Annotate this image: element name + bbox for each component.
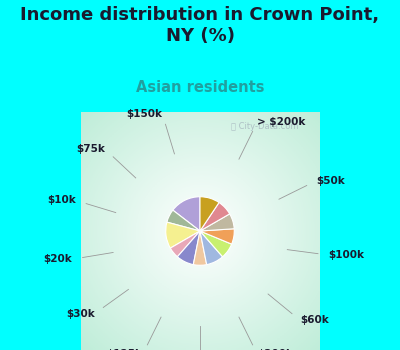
Wedge shape [200, 231, 222, 265]
Wedge shape [200, 231, 232, 257]
Text: $10k: $10k [47, 196, 76, 205]
Text: $60k: $60k [300, 315, 329, 326]
Wedge shape [200, 203, 230, 231]
Text: Income distribution in Crown Point,
NY (%): Income distribution in Crown Point, NY (… [20, 6, 380, 45]
Text: $200k: $200k [257, 349, 293, 350]
Text: $20k: $20k [43, 254, 72, 264]
Wedge shape [170, 231, 200, 257]
Text: $150k: $150k [126, 109, 162, 119]
Text: $75k: $75k [76, 145, 105, 154]
Text: $30k: $30k [66, 309, 94, 319]
Text: ⓘ City-Data.com: ⓘ City-Data.com [231, 121, 298, 131]
Text: > $200k: > $200k [257, 117, 306, 127]
Wedge shape [200, 197, 219, 231]
Wedge shape [167, 210, 200, 231]
Wedge shape [200, 229, 234, 244]
Text: $50k: $50k [316, 176, 345, 186]
Wedge shape [178, 231, 200, 265]
Wedge shape [200, 214, 234, 231]
Text: $125k: $125k [107, 349, 143, 350]
Wedge shape [166, 222, 200, 248]
Text: $100k: $100k [329, 250, 365, 260]
Text: Asian residents: Asian residents [136, 80, 264, 95]
Wedge shape [173, 197, 200, 231]
Wedge shape [193, 231, 207, 265]
